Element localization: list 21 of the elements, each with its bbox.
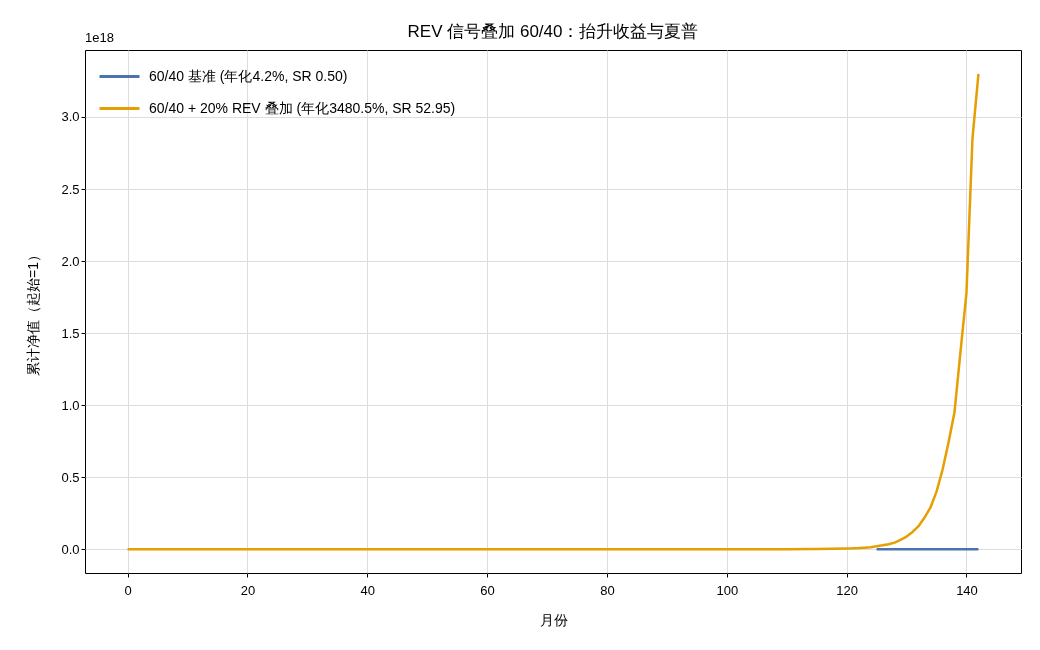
y-tick-label: 1.0 — [61, 397, 80, 413]
chart-title: REV 信号叠加 60/40：抬升收益与夏普 — [407, 22, 699, 41]
x-tick-label: 0 — [124, 582, 132, 598]
x-tick-label: 120 — [836, 582, 858, 598]
x-tick-label: 40 — [360, 582, 375, 598]
text: 1e18 — [85, 30, 114, 45]
x-tick-label: 140 — [956, 582, 978, 598]
y-tick-label: 2.0 — [61, 253, 80, 269]
x-axis-title: 月份 — [539, 611, 568, 628]
legend-label: 60/40 基准 (年化4.2%, SR 0.50) — [149, 67, 348, 84]
legend-label: 60/40 + 20% REV 叠加 (年化3480.5%, SR 52.95) — [149, 99, 456, 116]
y-tick-label: 0.5 — [61, 469, 80, 485]
x-tick-label: 20 — [240, 582, 256, 598]
y-tick-label: 3.0 — [61, 109, 80, 125]
x-tick-label: 100 — [716, 582, 739, 598]
y-axis-title: 累计净值（起始=1） — [25, 248, 42, 376]
x-tick-label: 60 — [480, 582, 495, 598]
x-tick-label: 80 — [600, 582, 615, 598]
y-tick-label: 0.0 — [61, 541, 80, 557]
y-tick-label: 1.5 — [61, 325, 80, 341]
y-tick-label: 2.5 — [61, 181, 80, 197]
